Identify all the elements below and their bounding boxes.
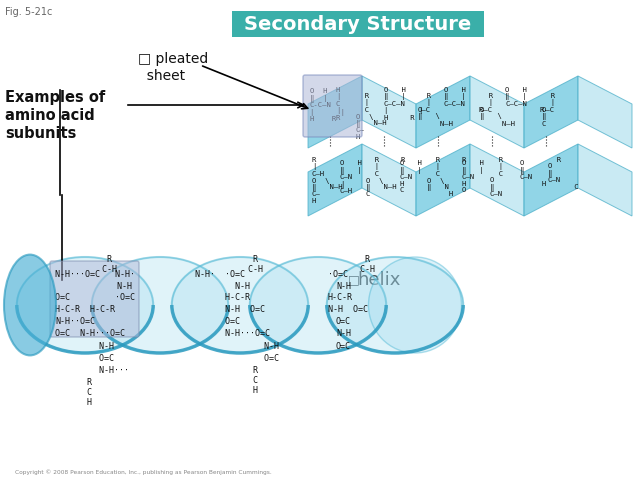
Text: □: □ xyxy=(348,274,360,287)
Text: R
|
C—H
O  \
‖   N—H
C—
H: R | C—H O \ ‖ N—H C— H xyxy=(312,157,342,204)
Text: □ pleated
  sheet: □ pleated sheet xyxy=(138,52,208,84)
Polygon shape xyxy=(416,76,470,148)
Text: R
O
‖
C—N
      C: R O ‖ C—N C xyxy=(548,157,579,190)
Text: O=C: O=C xyxy=(214,354,279,363)
Text: N-H·  ·O=C: N-H· ·O=C xyxy=(195,270,245,279)
Text: N-H: N-H xyxy=(214,342,279,351)
Text: Secondary Structure: Secondary Structure xyxy=(244,14,472,34)
Text: R
  |
  C
O  \
‖   N—H
C—
H: R | C O \ ‖ N—H C— H xyxy=(356,93,387,140)
Polygon shape xyxy=(308,144,362,216)
Text: N-H  O=C: N-H O=C xyxy=(200,305,265,314)
Polygon shape xyxy=(362,144,416,216)
Polygon shape xyxy=(524,76,578,148)
Text: N-H: N-H xyxy=(336,282,351,291)
Text: N-H: N-H xyxy=(64,342,114,351)
Text: H-C-R  H-C-R: H-C-R H-C-R xyxy=(55,305,115,314)
Text: R
  |
O—C
‖   \
     N—H: R | O—C ‖ \ N—H xyxy=(480,93,515,127)
Text: H-C-R: H-C-R xyxy=(328,293,353,302)
Text: O   H
‖   |
C—N
|
C—H: O H ‖ | C—N | C—H xyxy=(340,160,362,194)
Text: O  H
‖  |
C-C—N
|      |
H    R: O H ‖ | C-C—N | | H R xyxy=(310,88,345,122)
Polygon shape xyxy=(524,144,578,216)
Text: O=C: O=C xyxy=(336,342,351,351)
Text: O=C: O=C xyxy=(64,354,114,363)
Text: O
‖
C—N
     H: O ‖ C—N H xyxy=(520,160,547,187)
Text: R
  |
  C
O
‖
C—N: R | C O ‖ C—N xyxy=(490,157,503,197)
Text: Fig. 5-21c: Fig. 5-21c xyxy=(5,7,52,17)
Ellipse shape xyxy=(92,257,228,353)
Text: O=C: O=C xyxy=(336,317,351,326)
Polygon shape xyxy=(470,76,524,148)
Text: R
  |
O—C
‖   \
     N—H: R | O—C ‖ \ N—H xyxy=(418,93,453,127)
Text: N-H···: N-H··· xyxy=(64,366,129,375)
Text: N-H··O=C: N-H··O=C xyxy=(55,317,95,326)
Text: O=C: O=C xyxy=(200,317,240,326)
Text: helix: helix xyxy=(357,271,401,289)
Text: O=C  N-H···O=C: O=C N-H···O=C xyxy=(55,329,125,338)
Text: N-H  O=C: N-H O=C xyxy=(328,305,368,314)
Text: Copyright © 2008 Pearson Education, Inc., publishing as Pearson Benjamin Cumming: Copyright © 2008 Pearson Education, Inc.… xyxy=(15,469,272,475)
Text: R
  |
O—C
‖
C: R | O—C ‖ C xyxy=(542,93,555,127)
Text: R
        C-H: R C-H xyxy=(62,255,117,274)
Text: O   H
‖   |
C—C—N
        R: O H ‖ | C—C—N R xyxy=(444,87,483,113)
Text: O   H
‖   |
C—N
H
O: O H ‖ | C—N H O xyxy=(462,160,484,193)
Ellipse shape xyxy=(172,257,308,353)
Ellipse shape xyxy=(17,257,153,353)
Text: Examples of
amino acid
subunits: Examples of amino acid subunits xyxy=(5,90,105,141)
FancyBboxPatch shape xyxy=(303,75,362,137)
Text: R
    C-H: R C-H xyxy=(340,255,375,274)
Text: R     R
  |
  C
O  \
‖   N—H
C: R R | C O \ ‖ N—H C xyxy=(366,157,405,197)
Polygon shape xyxy=(416,144,470,216)
Text: R
   C
   H: R C H xyxy=(72,378,92,407)
Text: R
        C-H: R C-H xyxy=(208,255,263,274)
Text: H-C-R: H-C-R xyxy=(200,293,250,302)
Polygon shape xyxy=(578,144,632,216)
Text: O   H
‖   |
C—C—N
        R: O H ‖ | C—C—N R xyxy=(505,87,545,113)
Ellipse shape xyxy=(369,257,461,353)
Text: N-H···O=C: N-H···O=C xyxy=(200,329,270,338)
Polygon shape xyxy=(470,144,524,216)
Text: N-H: N-H xyxy=(72,282,132,291)
Polygon shape xyxy=(308,76,362,148)
Text: N-H···O=C   N-H·: N-H···O=C N-H· xyxy=(55,270,135,279)
Polygon shape xyxy=(578,76,632,148)
FancyBboxPatch shape xyxy=(50,261,139,337)
Text: O   H
‖   |
C—C—N
|       |
H     R: O H ‖ | C—C—N | | H R xyxy=(384,87,424,121)
Text: ·O=C: ·O=C xyxy=(328,270,348,279)
Ellipse shape xyxy=(250,257,386,353)
Polygon shape xyxy=(362,76,416,148)
Text: O   H
‖   |
C—N
H
C: O H ‖ | C—N H C xyxy=(400,160,422,193)
Text: N-H: N-H xyxy=(336,329,351,338)
Text: R     R
  |
  C
O  \
‖   N
     H: R R | C O \ ‖ N H xyxy=(427,157,467,197)
Text: O=C         ·O=C: O=C ·O=C xyxy=(55,293,135,302)
Text: R
       C
       H: R C H xyxy=(218,366,258,395)
Ellipse shape xyxy=(327,257,463,353)
Text: H
|
C
|
R: H | C | R xyxy=(336,87,340,121)
FancyBboxPatch shape xyxy=(232,11,484,37)
Text: N-H: N-H xyxy=(210,282,250,291)
Ellipse shape xyxy=(4,254,56,355)
